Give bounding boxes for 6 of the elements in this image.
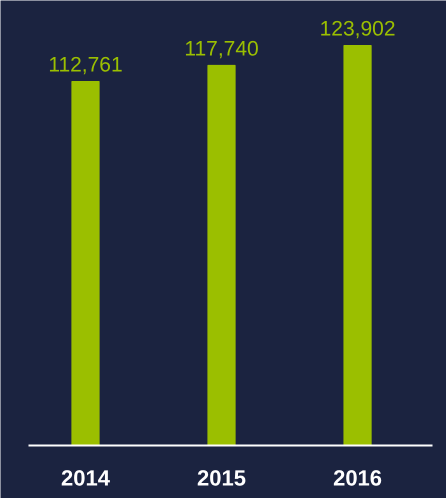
data-label: 123,902 [320, 18, 396, 40]
x-tick-label: 2016 [333, 466, 382, 490]
data-label: 112,761 [48, 53, 123, 76]
x-tick-label: 2015 [197, 466, 246, 490]
x-tick-label: 2014 [61, 466, 111, 490]
data-label: 117,740 [184, 37, 259, 60]
